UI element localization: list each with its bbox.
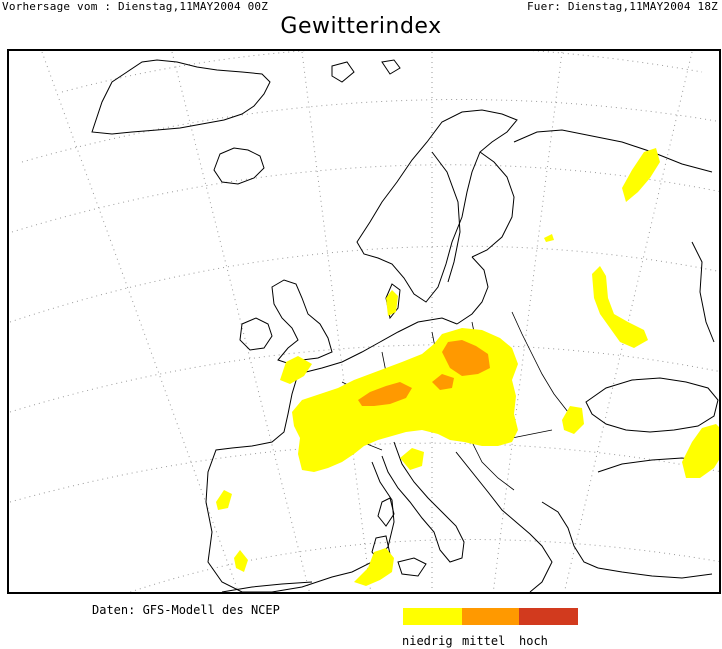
graticule	[9, 51, 719, 592]
map-title: Gewitterindex	[280, 14, 442, 39]
data-source-label: Daten: GFS-Modell des NCEP	[92, 603, 280, 617]
legend-swatch-high	[519, 608, 578, 625]
legend-swatch-medium	[462, 608, 521, 625]
forecast-issued-label: Vorhersage vom : Dienstag,11MAY2004 00Z	[2, 0, 269, 13]
thunderstorm-index-map	[7, 49, 721, 594]
legend-label-medium: mittel	[462, 634, 506, 648]
legend-label-high: hoch	[519, 634, 548, 648]
forecast-valid-label: Fuer: Dienstag,11MAY2004 18Z	[526, 0, 718, 13]
legend-swatch-low	[403, 608, 462, 625]
index-areas-medium	[358, 340, 490, 406]
legend-label-low: niedrig	[402, 634, 453, 648]
